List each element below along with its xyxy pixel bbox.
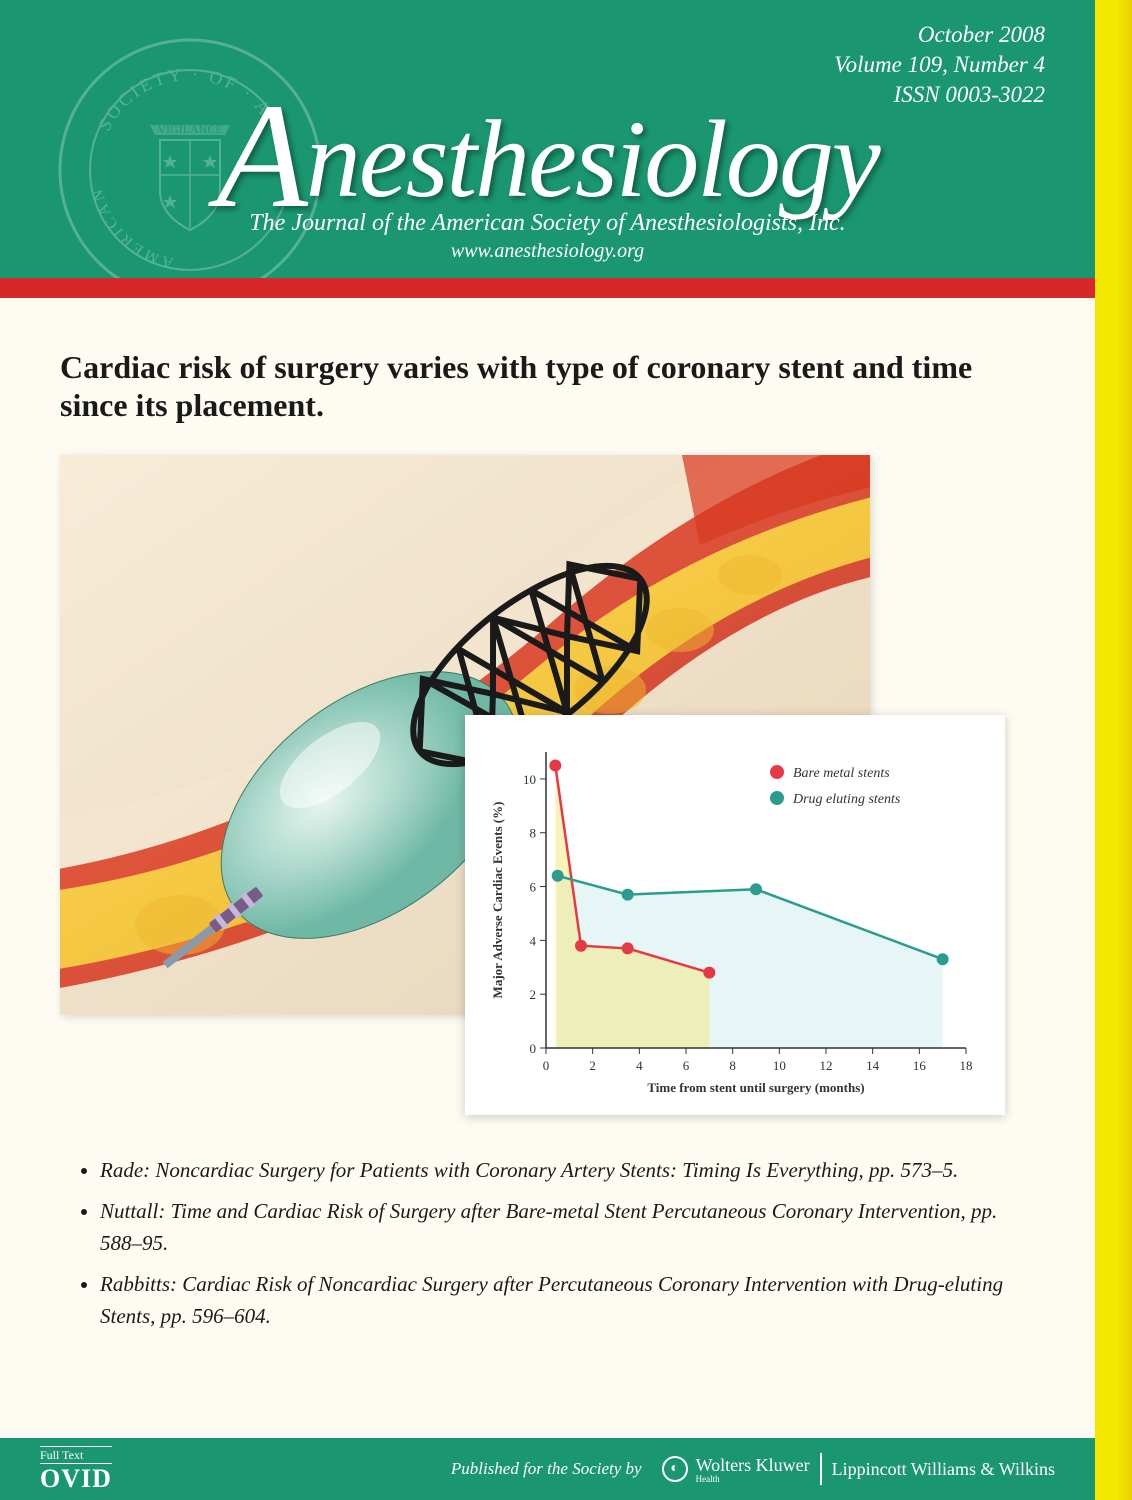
mace-line-chart: 0 2 4 6 8 10 12 14 16 18 0 2 4 6 8 10 Time from stent un… (483, 740, 985, 1100)
legend-label: Drug eluting stents (792, 792, 901, 807)
chart-data-point (622, 888, 634, 900)
article-citation: Rabbitts: Cardiac Risk of Noncardiac Sur… (100, 1269, 1035, 1332)
article-citation: Rade: Noncardiac Surgery for Patients wi… (100, 1155, 1035, 1187)
chart-inset: 0 2 4 6 8 10 12 14 16 18 0 2 4 6 8 10 Time from stent un… (465, 715, 1005, 1115)
x-tick-label: 0 (543, 1058, 550, 1073)
cover-headline: Cardiac risk of surgery varies with type… (60, 348, 1035, 425)
x-tick-label: 14 (866, 1058, 880, 1073)
x-tick-label: 12 (820, 1058, 833, 1073)
published-by-text: Published for the Society by (451, 1459, 642, 1479)
legend-marker (770, 765, 784, 779)
accent-bar (0, 278, 1095, 298)
article-citation: Nuttall: Time and Cardiac Risk of Surger… (100, 1196, 1035, 1259)
x-tick-label: 8 (729, 1058, 736, 1073)
wk-icon: ◐ (662, 1456, 688, 1482)
issue-date: October 2008 (834, 20, 1045, 50)
chart-data-point (750, 883, 762, 895)
x-tick-label: 6 (683, 1058, 690, 1073)
cover-content: Cardiac risk of surgery varies with type… (0, 298, 1095, 1362)
publisher-footer: Full Text OVID Published for the Society… (0, 1438, 1095, 1500)
page-edge-stack (1095, 0, 1132, 1500)
ovid-brand: OVID (40, 1466, 112, 1492)
masthead-header: SOCIETY · OF · AN AMERICAN VIGILANCE Oct… (0, 0, 1095, 278)
y-tick-label: 10 (523, 772, 536, 787)
legend-label: Bare metal stents (793, 766, 890, 781)
featured-articles-list: Rade: Noncardiac Surgery for Patients wi… (60, 1155, 1035, 1333)
ovid-logo: Full Text OVID (40, 1446, 112, 1492)
x-tick-label: 18 (960, 1058, 973, 1073)
x-tick-label: 16 (913, 1058, 927, 1073)
y-tick-label: 0 (530, 1041, 537, 1056)
wolters-kluwer-logo: ◐ Wolters Kluwer Health (662, 1455, 810, 1484)
journal-website: www.anesthesiology.org (0, 240, 1095, 263)
y-axis-label: Major Adverse Cardiac Events (%) (490, 801, 505, 998)
ovid-fulltext-label: Full Text (40, 1446, 112, 1464)
chart-data-point (937, 953, 949, 965)
chart-data-point (549, 759, 561, 771)
chart-data-point (622, 942, 634, 954)
chart-data-point (575, 940, 587, 952)
wk-health-sub: Health (696, 1474, 810, 1484)
journal-cover-page: SOCIETY · OF · AN AMERICAN VIGILANCE Oct… (0, 0, 1095, 1500)
lww-name: Lippincott Williams & Wilkins (832, 1459, 1055, 1480)
x-tick-label: 10 (773, 1058, 786, 1073)
footer-divider (820, 1453, 822, 1485)
journal-subtitle: The Journal of the American Society of A… (0, 210, 1095, 237)
y-tick-label: 4 (530, 933, 537, 948)
chart-data-point (552, 870, 564, 882)
y-tick-label: 6 (530, 879, 537, 894)
y-tick-label: 2 (530, 987, 537, 1002)
x-tick-label: 4 (636, 1058, 643, 1073)
legend-marker (770, 791, 784, 805)
wk-name: Wolters Kluwer (696, 1455, 810, 1475)
y-tick-label: 8 (530, 826, 537, 841)
illustration-area: 0246810121416180246810Time from stent un… (60, 455, 1035, 1075)
x-tick-label: 2 (589, 1058, 596, 1073)
chart-data-point (703, 966, 715, 978)
x-axis-label: Time from stent until surgery (months) (647, 1080, 864, 1095)
